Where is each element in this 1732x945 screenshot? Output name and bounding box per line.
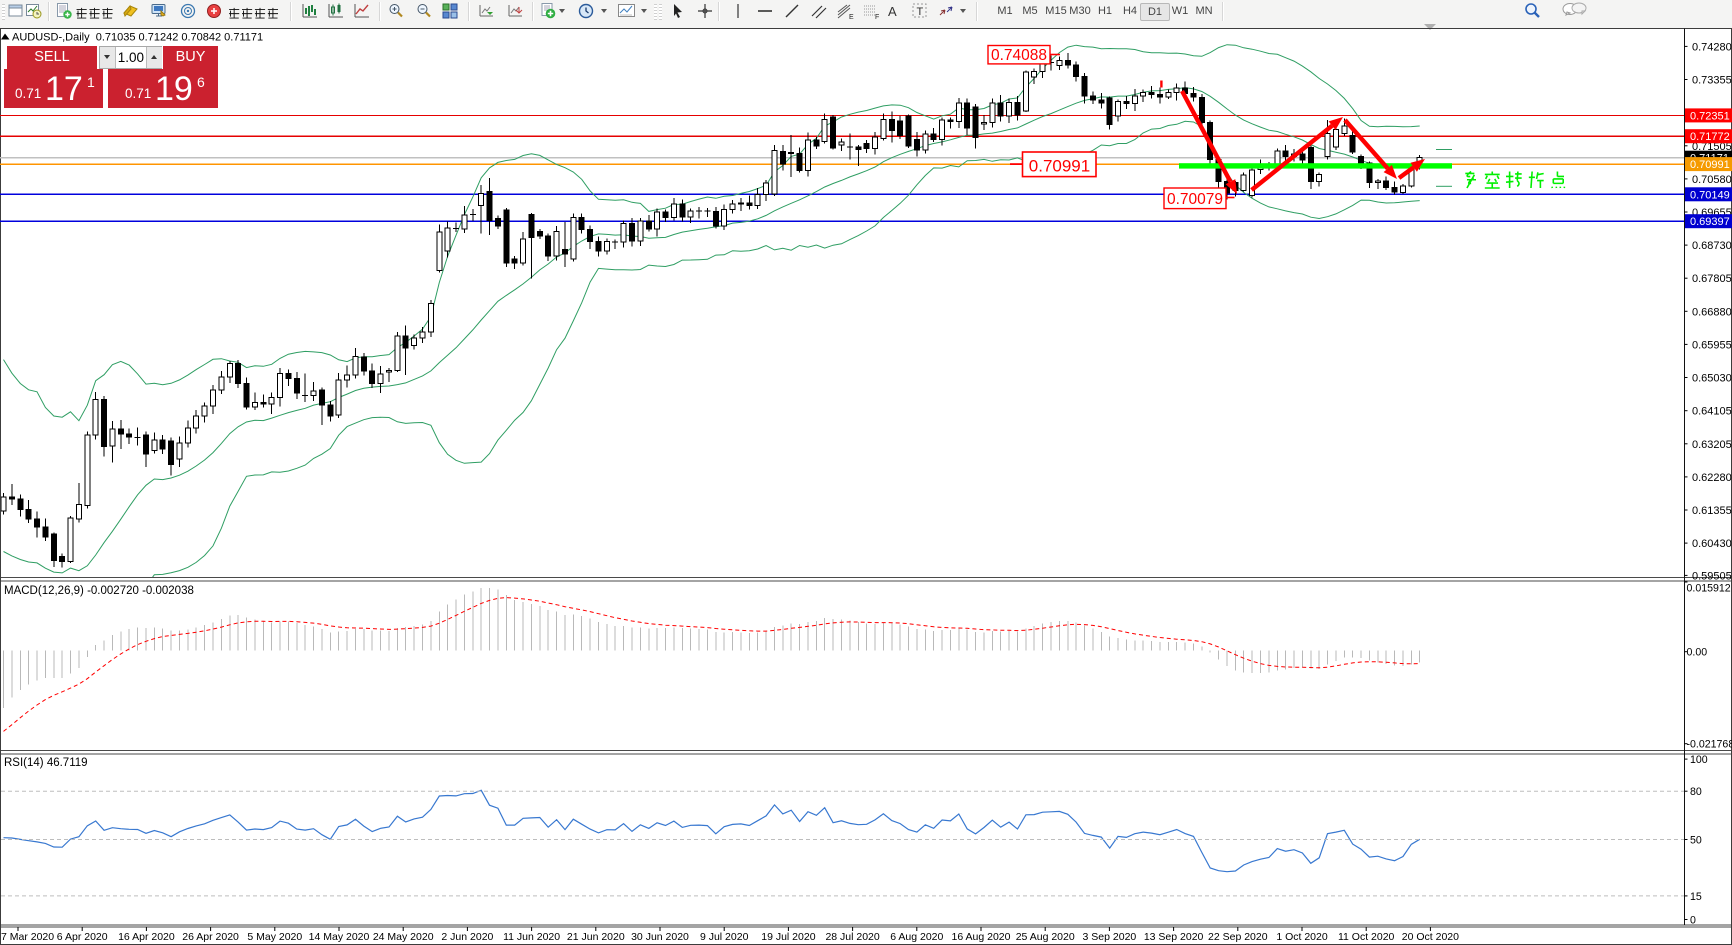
- svg-text:100: 100: [1690, 754, 1708, 766]
- svg-text:E: E: [849, 14, 854, 20]
- svg-text:30 Jun 2020: 30 Jun 2020: [631, 931, 689, 943]
- svg-text:2 Jun 2020: 2 Jun 2020: [441, 931, 493, 943]
- svg-text:6 Apr 2020: 6 Apr 2020: [57, 931, 108, 943]
- svg-text:RSI(14) 46.7119: RSI(14) 46.7119: [4, 757, 88, 769]
- svg-text:1 Oct 2020: 1 Oct 2020: [1276, 931, 1328, 943]
- svg-text:80: 80: [1690, 786, 1702, 798]
- svg-text:0.61355: 0.61355: [1692, 505, 1732, 517]
- svg-text:0.68730: 0.68730: [1692, 240, 1732, 252]
- svg-text:MACD(12,26,9) -0.002720 -0.002: MACD(12,26,9) -0.002720 -0.002038: [4, 585, 194, 597]
- svg-text:26 Apr 2020: 26 Apr 2020: [182, 931, 239, 943]
- svg-text:7 Mar 2020: 7 Mar 2020: [1, 931, 54, 943]
- svg-text:0.59505: 0.59505: [1692, 570, 1732, 582]
- svg-text:21 Jun 2020: 21 Jun 2020: [567, 931, 625, 943]
- svg-text:0.60430: 0.60430: [1692, 538, 1732, 550]
- svg-text:-0.021768: -0.021768: [1687, 739, 1732, 751]
- svg-text:5 May 2020: 5 May 2020: [247, 931, 302, 943]
- svg-text:14 May 2020: 14 May 2020: [309, 931, 370, 943]
- svg-text:0.69397: 0.69397: [1690, 216, 1730, 228]
- svg-text:0.71772: 0.71772: [1690, 131, 1730, 143]
- svg-text:0.015912: 0.015912: [1687, 583, 1731, 595]
- svg-text:0.70149: 0.70149: [1690, 189, 1730, 201]
- svg-text:20 Oct 2020: 20 Oct 2020: [1402, 931, 1459, 943]
- svg-text:AUDUSD-,Daily 0.71035 0.71242: AUDUSD-,Daily 0.71035 0.71242 0.70842 0.…: [12, 32, 263, 44]
- svg-text:50: 50: [1690, 835, 1702, 847]
- svg-text:3 Sep 2020: 3 Sep 2020: [1083, 931, 1137, 943]
- svg-text:24 May 2020: 24 May 2020: [373, 931, 434, 943]
- svg-text:13 Sep 2020: 13 Sep 2020: [1144, 931, 1204, 943]
- svg-text:0.70079: 0.70079: [1167, 191, 1223, 208]
- svg-text:0.71505: 0.71505: [1692, 141, 1732, 153]
- svg-text:0.67805: 0.67805: [1692, 273, 1732, 285]
- svg-text:T: T: [917, 6, 924, 18]
- svg-text:0.65030: 0.65030: [1692, 373, 1732, 385]
- svg-text:0.73355: 0.73355: [1692, 75, 1732, 87]
- svg-text:0.64105: 0.64105: [1692, 406, 1732, 418]
- svg-text:11 Jun 2020: 11 Jun 2020: [503, 931, 560, 943]
- svg-text:0.62280: 0.62280: [1692, 472, 1732, 484]
- svg-text:0.74088: 0.74088: [991, 47, 1047, 64]
- svg-text:0.63205: 0.63205: [1692, 439, 1732, 451]
- svg-text:0.00: 0.00: [1687, 647, 1708, 659]
- svg-text:9 Jul 2020: 9 Jul 2020: [700, 931, 749, 943]
- svg-text:28 Jul 2020: 28 Jul 2020: [825, 931, 879, 943]
- svg-text:0.65955: 0.65955: [1692, 339, 1732, 351]
- svg-text:0.74280: 0.74280: [1692, 41, 1732, 53]
- svg-text:19 Jul 2020: 19 Jul 2020: [761, 931, 815, 943]
- svg-text:22 Sep 2020: 22 Sep 2020: [1208, 931, 1268, 943]
- svg-text:0.70991: 0.70991: [1029, 157, 1090, 176]
- svg-text:11 Oct 2020: 11 Oct 2020: [1338, 931, 1395, 943]
- svg-text:0.72351: 0.72351: [1690, 110, 1730, 122]
- svg-text:0.70580: 0.70580: [1692, 174, 1732, 186]
- svg-text:15: 15: [1690, 891, 1702, 903]
- svg-text:0.70991: 0.70991: [1690, 159, 1730, 171]
- svg-text:6 Aug 2020: 6 Aug 2020: [890, 931, 943, 943]
- svg-text:0: 0: [1690, 915, 1696, 927]
- svg-text:16 Apr 2020: 16 Apr 2020: [118, 931, 175, 943]
- svg-text:16 Aug 2020: 16 Aug 2020: [952, 931, 1011, 943]
- svg-text:25 Aug 2020: 25 Aug 2020: [1016, 931, 1075, 943]
- svg-text:0.66880: 0.66880: [1692, 306, 1732, 318]
- svg-text:F: F: [875, 14, 879, 20]
